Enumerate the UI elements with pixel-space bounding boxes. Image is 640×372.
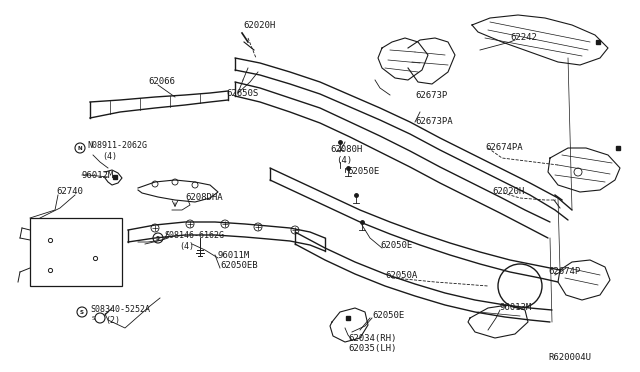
Text: S: S	[92, 315, 95, 321]
Text: 96011M: 96011M	[218, 251, 250, 260]
Text: 62740: 62740	[56, 187, 83, 196]
Bar	[30, 218, 122, 286]
Text: N08911-2062G: N08911-2062G	[87, 141, 147, 151]
Text: R620004U: R620004U	[548, 353, 591, 362]
Text: 62080H: 62080H	[330, 145, 362, 154]
Text: 62050E: 62050E	[347, 167, 380, 176]
Text: 96012M: 96012M	[82, 170, 115, 180]
Text: 62020H: 62020H	[492, 187, 524, 196]
Text: (2): (2)	[105, 315, 120, 324]
Text: 62674P: 62674P	[548, 267, 580, 276]
Text: 62050EB: 62050EB	[220, 262, 258, 270]
Text: 62050A: 62050A	[385, 272, 417, 280]
Text: 62035(LH): 62035(LH)	[348, 343, 396, 353]
Text: 62020H: 62020H	[243, 22, 275, 31]
Text: 62650S: 62650S	[226, 90, 259, 99]
Text: S: S	[80, 310, 84, 314]
Text: S: S	[156, 235, 160, 241]
Text: 62673P: 62673P	[415, 90, 447, 99]
Text: 62050E: 62050E	[380, 241, 412, 250]
Text: (4): (4)	[102, 151, 117, 160]
Text: S08146-6162G: S08146-6162G	[164, 231, 224, 241]
Text: 96013M: 96013M	[500, 304, 532, 312]
Text: (4): (4)	[179, 241, 194, 250]
Text: S08340-5252A: S08340-5252A	[90, 305, 150, 314]
Text: 62674PA: 62674PA	[485, 144, 523, 153]
Text: 6208DHA: 6208DHA	[185, 193, 223, 202]
Text: N: N	[77, 145, 83, 151]
Text: (4): (4)	[336, 155, 352, 164]
Text: 62673PA: 62673PA	[415, 118, 452, 126]
Text: 62066: 62066	[148, 77, 175, 87]
Text: 62050E: 62050E	[372, 311, 404, 321]
Text: 62242: 62242	[510, 33, 537, 42]
Text: 62034(RH): 62034(RH)	[348, 334, 396, 343]
